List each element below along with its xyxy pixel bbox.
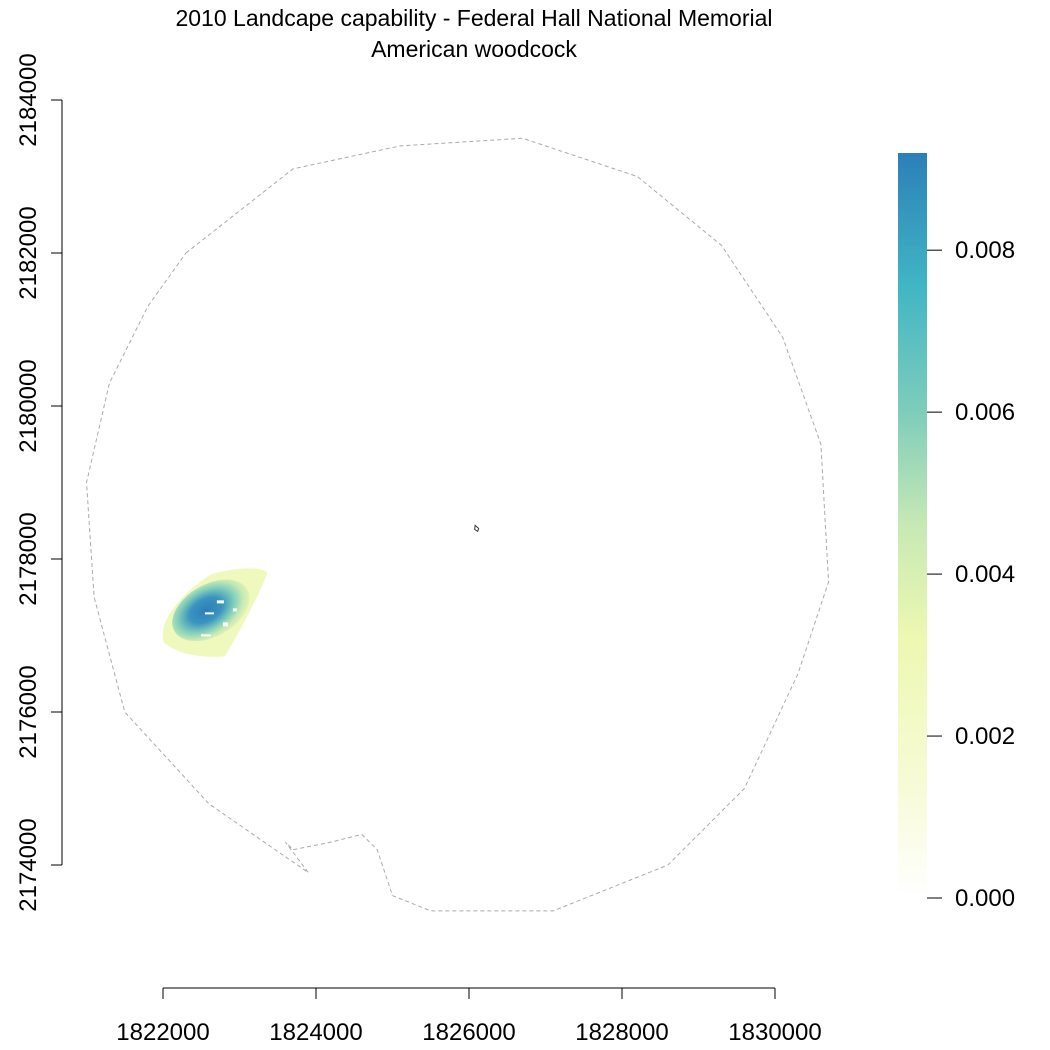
colorbar-tick-label: 0.008 <box>955 237 1015 264</box>
raster-nodata-cell <box>222 622 228 627</box>
chart-subtitle: American woodcock <box>371 36 577 62</box>
y-tick-label: 2184000 <box>15 53 42 146</box>
colorbar-tick-label: 0.000 <box>955 885 1015 912</box>
study-area-boundary <box>85 137 830 912</box>
x-tick-label: 1824000 <box>269 1019 362 1046</box>
raster-nodata-cell <box>204 612 214 615</box>
y-tick-label: 2182000 <box>15 206 42 299</box>
raster-nodata-cell <box>200 634 211 637</box>
chart-title: 2010 Landcape capability - Federal Hall … <box>175 5 773 31</box>
y-tick-label: 2180000 <box>15 359 42 452</box>
raster-nodata-cell <box>216 600 224 604</box>
capability-hotspot <box>172 579 250 642</box>
colorbar-tick-label: 0.002 <box>955 723 1015 750</box>
x-tick-label: 1822000 <box>116 1019 209 1046</box>
y-tick-label: 2176000 <box>15 665 42 758</box>
colorbar <box>898 153 927 898</box>
memorial-site-outline <box>474 524 480 533</box>
y-tick-label: 2178000 <box>15 512 42 605</box>
colorbar-tick-label: 0.006 <box>955 399 1015 426</box>
x-tick-label: 1826000 <box>422 1019 515 1046</box>
colorbar-tick-label: 0.004 <box>955 561 1015 588</box>
raster-nodata-cell <box>232 608 237 612</box>
x-tick-label: 1830000 <box>728 1019 821 1046</box>
y-tick-label: 2174000 <box>15 818 42 911</box>
x-tick-label: 1828000 <box>575 1019 668 1046</box>
